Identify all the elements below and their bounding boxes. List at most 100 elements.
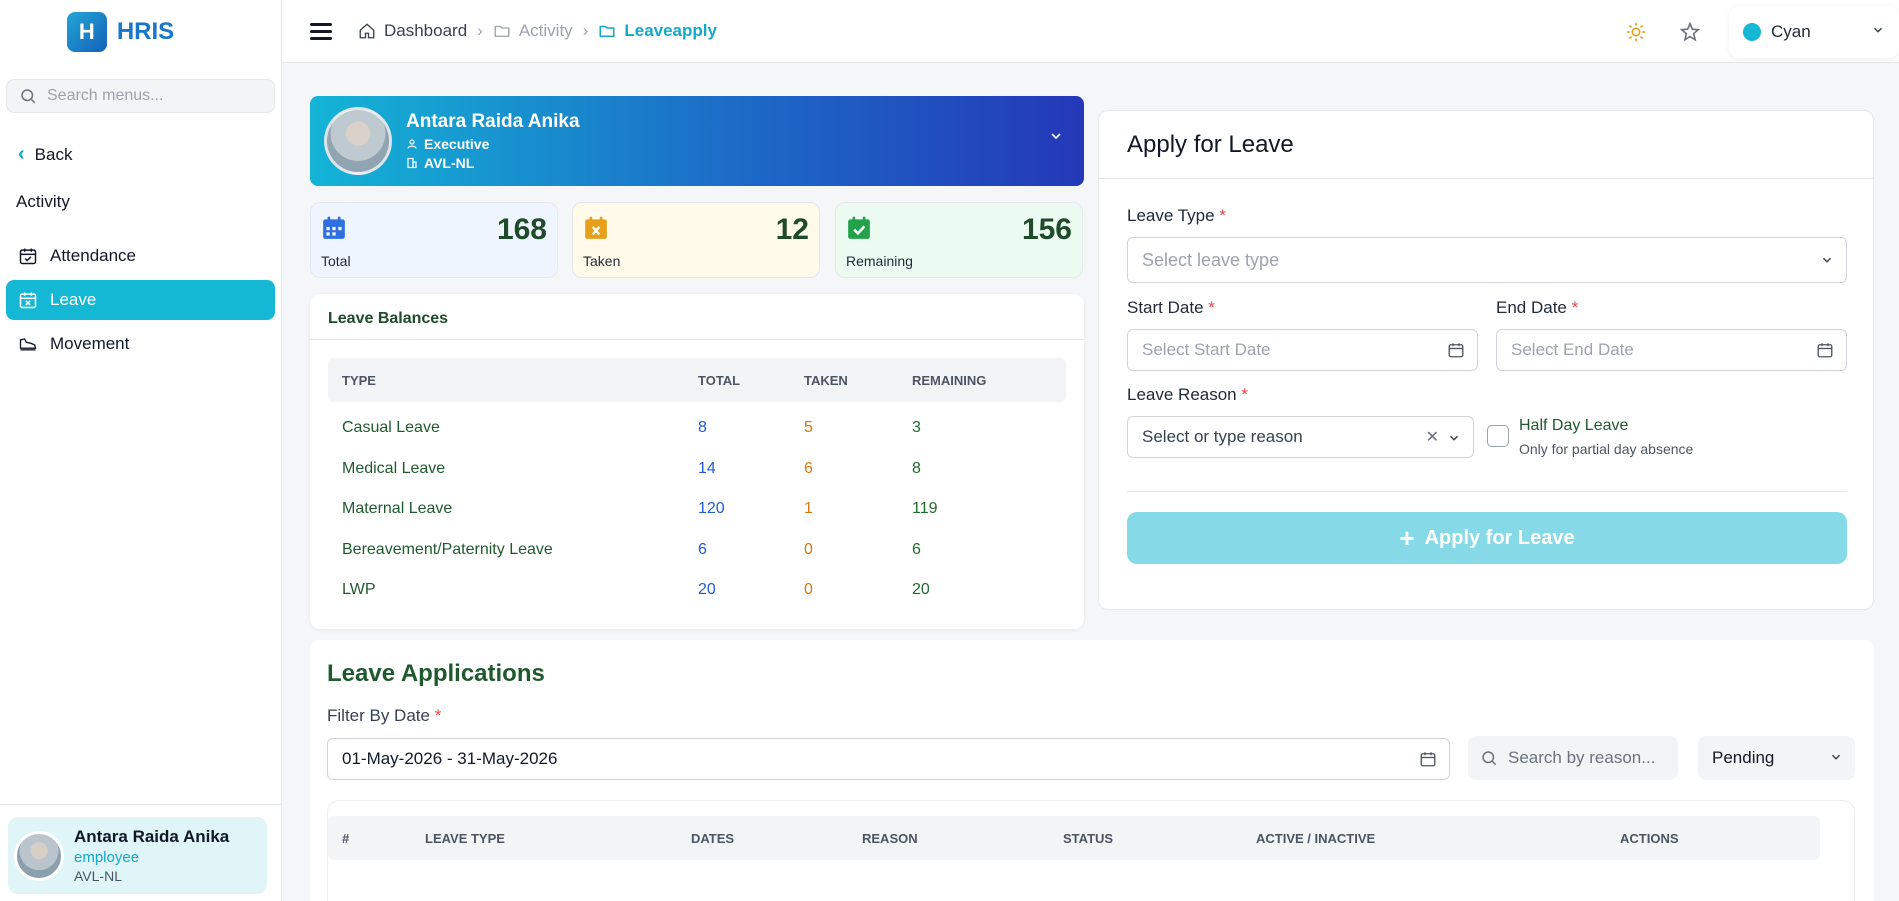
date-range-value: 01-May-2026 - 31-May-2026 xyxy=(342,749,558,768)
brand[interactable]: H HRIS xyxy=(0,0,281,63)
table-header: TYPE TOTAL TAKEN REMAINING xyxy=(328,358,1066,402)
leave-reason-select[interactable]: Select or type reason ✕ xyxy=(1127,416,1474,458)
search-icon xyxy=(21,89,36,104)
breadcrumb-activity[interactable]: Activity xyxy=(493,21,573,41)
leave-balances-table: TYPE TOTAL TAKEN REMAINING Casual Leave … xyxy=(328,358,1066,611)
label-text: Leave Type xyxy=(1127,206,1215,225)
brand-name: HRIS xyxy=(116,17,175,45)
apply-leave-button[interactable]: + Apply for Leave xyxy=(1127,512,1847,564)
cell-type: Bereavement/Paternity Leave xyxy=(342,540,553,558)
apply-leave-form: Apply for Leave Leave Type * Select leav… xyxy=(1098,110,1874,610)
breadcrumb-label: Leaveapply xyxy=(624,21,717,40)
search-icon xyxy=(1482,751,1497,766)
clear-icon[interactable]: ✕ xyxy=(1425,429,1439,446)
star-icon[interactable] xyxy=(1675,17,1705,47)
table-row: Maternal Leave 120 1 119 xyxy=(328,489,1066,530)
leave-applications-title: Leave Applications xyxy=(327,660,545,687)
chevron-right-icon: › xyxy=(582,21,589,40)
label-text: Leave Reason xyxy=(1127,385,1237,404)
cell-total: 14 xyxy=(698,459,716,477)
profile-designation-text: Executive xyxy=(424,136,490,152)
label-text: Filter By Date xyxy=(327,706,430,725)
calendar-check-icon xyxy=(846,215,872,246)
date-range-input[interactable]: 01-May-2026 - 31-May-2026 xyxy=(327,738,1450,780)
back-button[interactable]: ‹ Back xyxy=(18,143,281,166)
leave-reason-label: Leave Reason * xyxy=(1127,385,1248,405)
user-role: employee xyxy=(74,849,140,866)
chevron-down-icon xyxy=(1820,251,1834,272)
column-header: LEAVE TYPE xyxy=(425,831,505,846)
cell-remaining: 20 xyxy=(912,581,930,599)
table-header: # LEAVE TYPE DATES REASON STATUS ACTIVE … xyxy=(328,816,1820,860)
profile-designation: Executive xyxy=(406,136,580,152)
column-header: TOTAL xyxy=(698,372,741,388)
end-date-input[interactable]: Select End Date xyxy=(1496,329,1847,371)
breadcrumb-current: Leaveapply xyxy=(598,21,717,41)
stat-label: Taken xyxy=(583,253,621,269)
calendar-icon xyxy=(321,215,347,246)
stat-value: 168 xyxy=(496,213,547,246)
sidebar-item-leave[interactable]: Leave xyxy=(6,280,275,320)
column-header: STATUS xyxy=(1063,831,1114,846)
breadcrumb: Dashboard › Activity › Leaveapply xyxy=(358,21,717,41)
stat-value: 156 xyxy=(1021,213,1072,246)
half-day-checkbox[interactable] xyxy=(1487,425,1509,447)
calendar-icon xyxy=(1419,750,1437,773)
chevron-right-icon: › xyxy=(477,21,483,40)
table-row: LWP 20 0 20 xyxy=(328,570,1066,611)
leave-type-select[interactable]: Select leave type xyxy=(1127,237,1847,283)
column-header: # xyxy=(342,831,350,846)
start-date-input[interactable]: Select Start Date xyxy=(1127,329,1478,371)
sidebar-item-movement[interactable]: Movement xyxy=(6,324,275,364)
calendar-check-icon xyxy=(19,248,37,265)
sidebar-nav: Attendance Leave Movement xyxy=(0,236,281,364)
cell-type: Maternal Leave xyxy=(342,500,453,518)
cell-taken: 1 xyxy=(804,500,813,518)
stat-label: Total xyxy=(321,253,351,269)
label-text: Start Date xyxy=(1127,298,1204,317)
theme-color-dot xyxy=(1743,22,1761,41)
status-value: Pending xyxy=(1712,748,1775,767)
cell-remaining: 6 xyxy=(912,540,921,558)
leave-balances-card: Leave Balances TYPE TOTAL TAKEN REMAININ… xyxy=(310,294,1084,629)
table-row: Casual Leave 8 5 3 xyxy=(328,408,1066,449)
sidebar-item-attendance[interactable]: Attendance xyxy=(6,236,275,276)
half-day-hint: Only for partial day absence xyxy=(1519,441,1694,457)
user-name: Antara Raida Anika xyxy=(74,827,230,846)
label-text: End Date xyxy=(1496,298,1567,317)
profile-org-text: AVL-NL xyxy=(424,155,475,171)
stat-card-remaining: 156 Remaining xyxy=(835,202,1083,278)
reason-search-input[interactable]: Search by reason... xyxy=(1468,736,1678,780)
leave-type-label: Leave Type * xyxy=(1127,206,1226,226)
sidebar: H HRIS Search menus... ‹ Back Activity A… xyxy=(0,0,282,901)
apply-form-title: Apply for Leave xyxy=(1099,111,1873,179)
required-mark: * xyxy=(434,706,442,725)
menu-search-input[interactable]: Search menus... xyxy=(6,79,275,113)
status-filter-select[interactable]: Pending xyxy=(1698,736,1855,780)
breadcrumb-label: Dashboard xyxy=(384,21,468,40)
sidebar-item-label: Leave xyxy=(50,290,97,309)
profile-banner[interactable]: Antara Raida Anika Executive AVL-NL xyxy=(310,96,1084,186)
profile-name: Antara Raida Anika xyxy=(406,111,580,132)
calendar-x-icon xyxy=(19,292,37,309)
menu-toggle-icon[interactable] xyxy=(310,22,332,40)
cell-taken: 0 xyxy=(804,540,813,558)
required-mark: * xyxy=(1208,298,1215,317)
column-header: REASON xyxy=(862,831,918,846)
chevron-down-icon xyxy=(1447,430,1461,450)
column-header: DATES xyxy=(691,831,735,846)
sun-icon[interactable] xyxy=(1621,17,1651,47)
required-mark: * xyxy=(1571,298,1579,317)
sidebar-item-label: Attendance xyxy=(50,246,137,265)
cell-type: LWP xyxy=(342,581,376,599)
theme-select[interactable]: Cyan xyxy=(1729,5,1899,58)
user-card[interactable]: Antara Raida Anika employee AVL-NL xyxy=(8,817,267,894)
chevron-down-icon[interactable] xyxy=(1048,128,1064,149)
plus-icon: + xyxy=(1399,523,1415,553)
chevron-left-icon: ‹ xyxy=(18,143,25,165)
breadcrumb-dashboard[interactable]: Dashboard xyxy=(358,21,467,41)
column-header: TYPE xyxy=(342,372,376,388)
required-mark: * xyxy=(1241,385,1248,404)
applications-table xyxy=(327,800,1855,901)
column-header: TAKEN xyxy=(804,372,848,388)
